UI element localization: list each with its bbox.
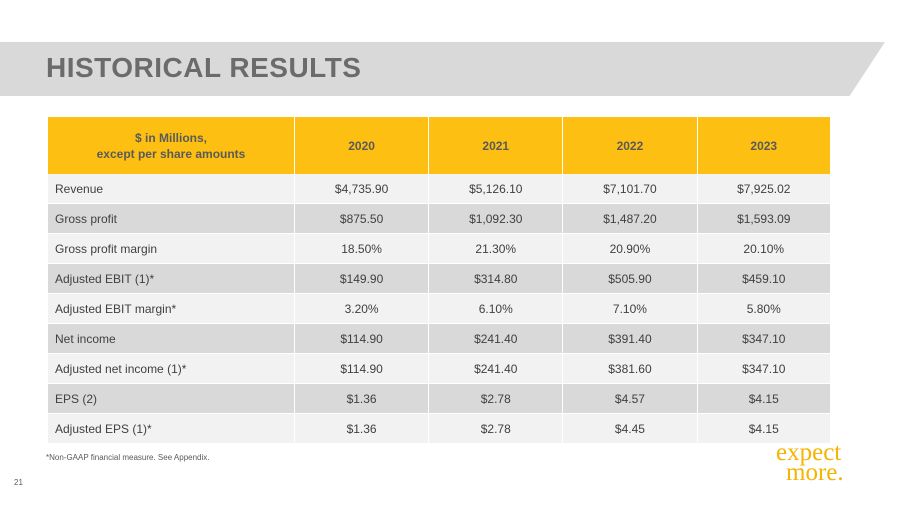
table-row: Net income $114.90 $241.40 $391.40 $347.…	[48, 323, 830, 354]
row-value: $2.78	[428, 383, 564, 414]
row-value: $5,126.10	[428, 174, 564, 204]
page-number: 21	[14, 478, 23, 487]
row-value: 3.20%	[294, 293, 430, 324]
row-value: $4.45	[562, 413, 698, 444]
row-value: $1,593.09	[697, 203, 830, 234]
row-value: $4,735.90	[294, 174, 430, 204]
row-label: Net income	[48, 323, 295, 354]
logo-line1: expect	[776, 439, 842, 466]
row-value: $2.78	[428, 413, 564, 444]
row-value: $4.15	[697, 383, 830, 414]
row-value: 18.50%	[294, 233, 430, 264]
row-value: $149.90	[294, 263, 430, 294]
row-value: $347.10	[697, 323, 830, 354]
row-value: $505.90	[562, 263, 698, 294]
row-value: $114.90	[294, 323, 430, 354]
header-label-cell: $ in Millions, except per share amounts	[48, 117, 295, 174]
row-value: 20.10%	[697, 233, 830, 264]
row-value: $459.10	[697, 263, 830, 294]
row-value: $1,487.20	[562, 203, 698, 234]
row-value: 6.10%	[428, 293, 564, 324]
historical-results-table: $ in Millions, except per share amounts …	[48, 117, 830, 444]
row-value: $1.36	[294, 413, 430, 444]
header-year-2021: 2021	[428, 117, 564, 174]
row-label: Revenue	[48, 174, 295, 204]
row-value: $241.40	[428, 353, 564, 384]
row-value: 20.90%	[562, 233, 698, 264]
table-row: Adjusted EBIT margin* 3.20% 6.10% 7.10% …	[48, 293, 830, 324]
row-value: $4.57	[562, 383, 698, 414]
row-label: Gross profit margin	[48, 233, 295, 264]
row-value: $7,101.70	[562, 174, 698, 204]
row-value: $1,092.30	[428, 203, 564, 234]
row-value: $875.50	[294, 203, 430, 234]
brand-logo: expect more.	[776, 439, 844, 486]
header-label-line1: $ in Millions,	[134, 130, 207, 145]
header-year-2022: 2022	[562, 117, 698, 174]
row-label: Adjusted EPS (1)*	[48, 413, 295, 444]
row-value: 5.80%	[697, 293, 830, 324]
page-title: HISTORICAL RESULTS	[46, 52, 362, 83]
logo-line2: more.	[786, 459, 844, 486]
row-label: Gross profit	[48, 203, 295, 234]
table-row: Gross profit margin 18.50% 21.30% 20.90%…	[48, 233, 830, 264]
row-value: 7.10%	[562, 293, 698, 324]
footnote: *Non-GAAP financial measure. See Appendi…	[46, 453, 210, 462]
table-row: Gross profit $875.50 $1,092.30 $1,487.20…	[48, 203, 830, 234]
table-row: Adjusted EPS (1)* $1.36 $2.78 $4.45 $4.1…	[48, 413, 830, 444]
row-value: 21.30%	[428, 233, 564, 264]
header-year-2020: 2020	[294, 117, 430, 174]
title-band	[0, 42, 885, 96]
header-label-line2: except per share amounts	[96, 146, 246, 161]
row-value: $347.10	[697, 353, 830, 384]
table-row: Revenue $4,735.90 $5,126.10 $7,101.70 $7…	[48, 174, 830, 204]
row-label: Adjusted EBIT margin*	[48, 293, 295, 324]
row-value: $114.90	[294, 353, 430, 384]
row-value: $391.40	[562, 323, 698, 354]
row-value: $241.40	[428, 323, 564, 354]
row-value: $4.15	[697, 413, 830, 444]
row-value: $7,925.02	[697, 174, 830, 204]
row-label: EPS (2)	[48, 383, 295, 414]
row-value: $314.80	[428, 263, 564, 294]
row-value: $1.36	[294, 383, 430, 414]
table-row: Adjusted net income (1)* $114.90 $241.40…	[48, 353, 830, 384]
table-row: Adjusted EBIT (1)* $149.90 $314.80 $505.…	[48, 263, 830, 294]
row-label: Adjusted net income (1)*	[48, 353, 295, 384]
row-value: $381.60	[562, 353, 698, 384]
row-label: Adjusted EBIT (1)*	[48, 263, 295, 294]
header-year-2023: 2023	[697, 117, 830, 174]
table-header-row: $ in Millions, except per share amounts …	[48, 117, 830, 174]
table-row: EPS (2) $1.36 $2.78 $4.57 $4.15	[48, 383, 830, 414]
